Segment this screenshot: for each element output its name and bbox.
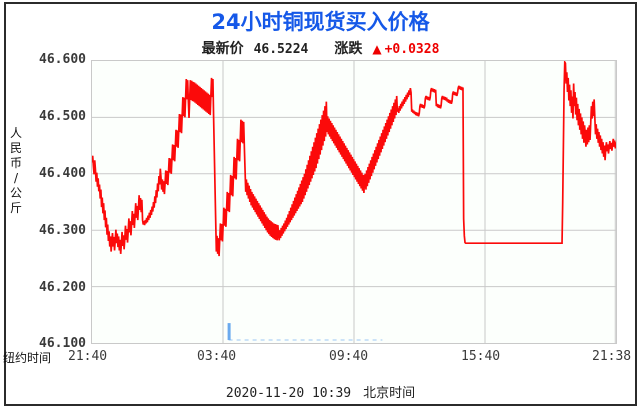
- y-axis-tick-label: 46.300: [39, 223, 86, 238]
- y-axis-title-char: /: [13, 171, 19, 185]
- x-axis-tick-label: 21:40: [68, 349, 108, 364]
- footer-timestamp: 2020-11-20 10:39 北京时间: [0, 382, 641, 401]
- y-axis-title: 人 民 币 / 公 斤: [8, 126, 24, 216]
- y-axis-tick-label: 46.400: [39, 166, 86, 181]
- latest-price-value: 46.5224: [253, 42, 309, 57]
- y-axis-title-char: 人: [9, 126, 22, 140]
- y-axis-tick-label: 46.600: [39, 52, 86, 67]
- y-axis-tick-label: 46.500: [39, 109, 86, 124]
- x-axis-title: 纽约时间: [3, 351, 52, 365]
- y-axis-tick-label: 46.200: [39, 280, 86, 295]
- x-axis-tick-label: 21:38: [592, 349, 632, 364]
- page-title: 24小时铜现货买入价格: [211, 10, 430, 34]
- volume-spike-bar: [227, 323, 231, 340]
- change-value: +0.0328: [384, 42, 440, 57]
- latest-price-label: 最新价: [201, 41, 244, 57]
- y-axis-title-char: 民: [9, 141, 22, 155]
- x-axis-tick-label: 15:40: [461, 349, 501, 364]
- price-summary: 最新价 46.5224 涨跌 ▲ +0.0328: [0, 38, 641, 58]
- x-axis-tick-label: 09:40: [329, 349, 369, 364]
- y-axis-tick-label: 46.100: [39, 336, 86, 351]
- change-label: 涨跌: [334, 41, 363, 57]
- plot-area[interactable]: [91, 60, 617, 344]
- gridlines: [92, 61, 616, 343]
- footer-datetime: 2020-11-20 10:39: [225, 386, 352, 401]
- price-series-svg: [92, 61, 616, 343]
- y-axis-title-char: 斤: [9, 201, 22, 215]
- price-line: [92, 61, 616, 257]
- x-axis-tick-label: 03:40: [197, 349, 237, 364]
- change-up-arrow-icon: ▲: [372, 42, 382, 56]
- y-axis-title-char: 币: [9, 156, 22, 170]
- footer-timezone: 北京时间: [363, 386, 416, 401]
- y-axis-title-char: 公: [9, 186, 22, 200]
